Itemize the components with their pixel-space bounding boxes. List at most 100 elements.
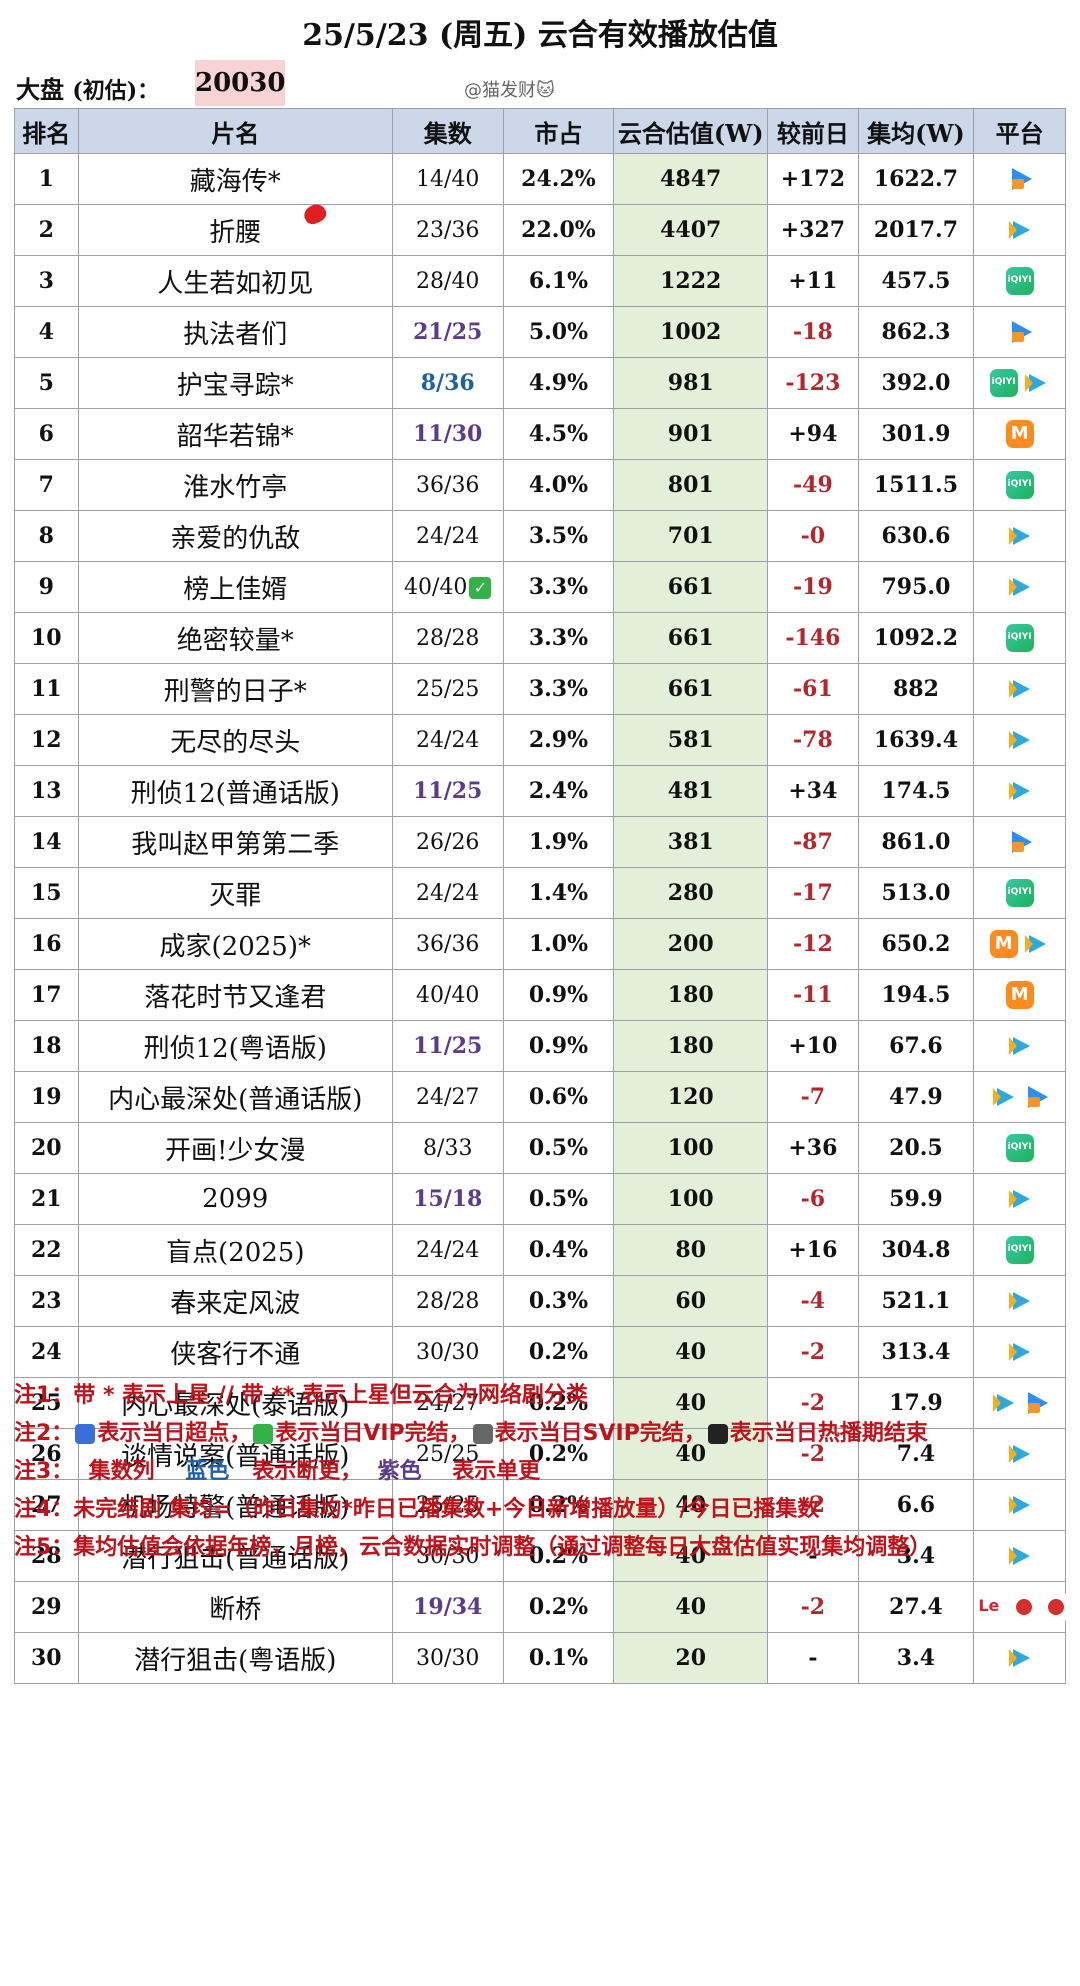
title-cell: 淮水竹亭 <box>77 459 393 511</box>
eps-cell-text: 8/33 <box>423 1135 473 1161</box>
share-cell-text: 1.4% <box>528 880 589 906</box>
ranking-page: 25/5/23 (周五) 云合有效播放估值 大盘 (初估)： 20030 @猫发… <box>14 10 1071 1684</box>
value-cell: 40 <box>613 1428 769 1480</box>
change-cell: -2 <box>767 1428 859 1480</box>
value-cell: 20 <box>613 1632 769 1684</box>
change-cell: -2 <box>767 1581 859 1633</box>
tencent-video-icon <box>1005 1644 1034 1672</box>
market-value: 20030 <box>195 60 285 106</box>
platform-cell: M <box>973 408 1066 460</box>
avg-cell: 650.2 <box>857 918 975 970</box>
rank-cell-text: 23 <box>30 1288 62 1314</box>
ranking-table: 排名 片名 集数 市占 云合估值(W) 较前日 集均(W) 平台 1 藏海传* 14/40 24.2… <box>14 108 1071 1684</box>
tencent-video-icon <box>1021 930 1050 958</box>
note-3-prefix: 注3： <box>14 1459 74 1484</box>
title-cell-text: 灭罪 <box>209 880 262 911</box>
rank-cell-text: 28 <box>30 1543 62 1569</box>
title-cell: 折腰 <box>77 201 393 256</box>
rank-cell: 14 <box>14 816 79 868</box>
rank-cell-text: 25 <box>30 1390 62 1416</box>
iqiyi-icon: iQIYI <box>1005 267 1034 295</box>
avg-cell-text: 513.0 <box>881 880 951 906</box>
change-cell: - <box>767 1632 859 1684</box>
table-row: 30 潜行狙击(粤语版) 30/30 0.1% 20 - 3.4 <box>14 1632 1066 1684</box>
value-cell: 701 <box>613 510 769 562</box>
table-row: 6 韶华若锦* 11/30 4.5% 901 +94 301.9 M <box>14 408 1066 460</box>
table-row: 21 2099 15/18 0.5% 100 -6 59.9 <box>14 1173 1066 1225</box>
value-cell-text: 381 <box>667 829 714 855</box>
change-cell-text: -2 <box>800 1492 826 1518</box>
avg-cell: 1092.2 <box>857 612 975 664</box>
tencent-video-icon <box>1021 369 1050 397</box>
change-cell: +10 <box>767 1020 859 1072</box>
vip-complete-check-icon: ✓ <box>469 576 492 599</box>
avg-cell: 67.6 <box>857 1020 975 1072</box>
avg-cell-text: 301.9 <box>881 421 951 447</box>
table-row: 15 灭罪 24/24 1.4% 280 -17 513.0 iQIYI <box>14 867 1066 919</box>
share-cell: 3.3% <box>502 561 615 613</box>
title-cell-text: 刑侦12(普通话版) <box>130 778 340 809</box>
title-cell-text: 我叫赵甲第第二季 <box>131 829 340 860</box>
value-cell: 200 <box>613 918 769 970</box>
tencent-video-icon <box>1005 573 1034 601</box>
avg-cell: 47.9 <box>857 1071 975 1123</box>
column-header: 集数 <box>391 108 504 154</box>
change-cell: -19 <box>767 561 859 613</box>
rank-cell: 3 <box>14 255 79 307</box>
title-cell: 潜行狙击(普通话版) <box>77 1530 393 1582</box>
table-row: 2 折腰 23/36 22.0% 4407 +327 2017.7 <box>14 201 1066 256</box>
rank-cell-text: 15 <box>30 880 62 906</box>
platform-cell <box>973 1428 1066 1480</box>
share-cell-text: 4.0% <box>528 472 589 498</box>
value-cell-text: 4847 <box>660 166 722 192</box>
rank-cell: 19 <box>14 1071 79 1123</box>
column-header: 云合估值(W) <box>613 108 769 154</box>
eps-cell-text: 30/30 <box>416 1645 480 1671</box>
avg-cell-text: 862.3 <box>881 319 951 345</box>
eps-cell-text: 11/25 <box>413 1033 483 1059</box>
eps-cell-text: 24/24 <box>416 727 480 753</box>
title-cell-text: 成家(2025)* <box>159 931 311 962</box>
avg-cell: 3.4 <box>857 1530 975 1582</box>
platform-cell: iQIYI <box>973 1122 1066 1174</box>
eps-cell-text: 19/34 <box>413 1594 483 1620</box>
share-cell-text: 22.0% <box>521 217 596 243</box>
eps-cell: 28/40 <box>391 255 504 307</box>
share-cell: 0.2% <box>502 1428 615 1480</box>
rank-cell: 6 <box>14 408 79 460</box>
rank-cell: 29 <box>14 1581 79 1633</box>
share-cell: 2.9% <box>502 714 615 766</box>
rank-cell-text: 6 <box>38 421 54 447</box>
platform-cell <box>973 1020 1066 1072</box>
title-cell: 藏海传* <box>77 153 393 205</box>
avg-cell: 1511.5 <box>857 459 975 511</box>
avg-cell: 882 <box>857 663 975 715</box>
avg-cell: 17.9 <box>857 1377 975 1429</box>
share-cell: 2.4% <box>502 765 615 817</box>
title-cell-text: 侠客行不通 <box>170 1339 301 1370</box>
title-cell: 无尽的尽头 <box>77 714 393 766</box>
tencent-video-icon <box>989 1389 1018 1417</box>
eps-cell: 24/27 <box>391 1071 504 1123</box>
eps-cell: 28/28 <box>391 612 504 664</box>
avg-cell: 6.6 <box>857 1479 975 1531</box>
share-cell: 0.4% <box>502 1224 615 1276</box>
share-cell: 4.0% <box>502 459 615 511</box>
change-cell: +327 <box>767 204 859 256</box>
value-cell: 1002 <box>613 306 769 358</box>
title-cell: 侠客行不通 <box>77 1326 393 1378</box>
rank-cell-text: 29 <box>30 1594 62 1620</box>
tencent-video-icon <box>1005 1287 1034 1315</box>
value-cell: 40 <box>613 1530 769 1582</box>
eps-cell-text: 26/26 <box>416 829 480 855</box>
note-2-a: 表示当日超点， <box>97 1421 252 1446</box>
eps-cell: 36/36 <box>391 459 504 511</box>
red-circle-icon <box>1042 1593 1071 1621</box>
value-cell: 481 <box>613 765 769 817</box>
tencent-video-icon <box>1005 1185 1034 1213</box>
change-cell-text: -11 <box>793 982 833 1008</box>
value-cell-text: 60 <box>675 1288 707 1314</box>
rank-cell-text: 20 <box>30 1135 62 1161</box>
change-cell: +34 <box>767 765 859 817</box>
share-cell-text: 4.9% <box>528 370 589 396</box>
